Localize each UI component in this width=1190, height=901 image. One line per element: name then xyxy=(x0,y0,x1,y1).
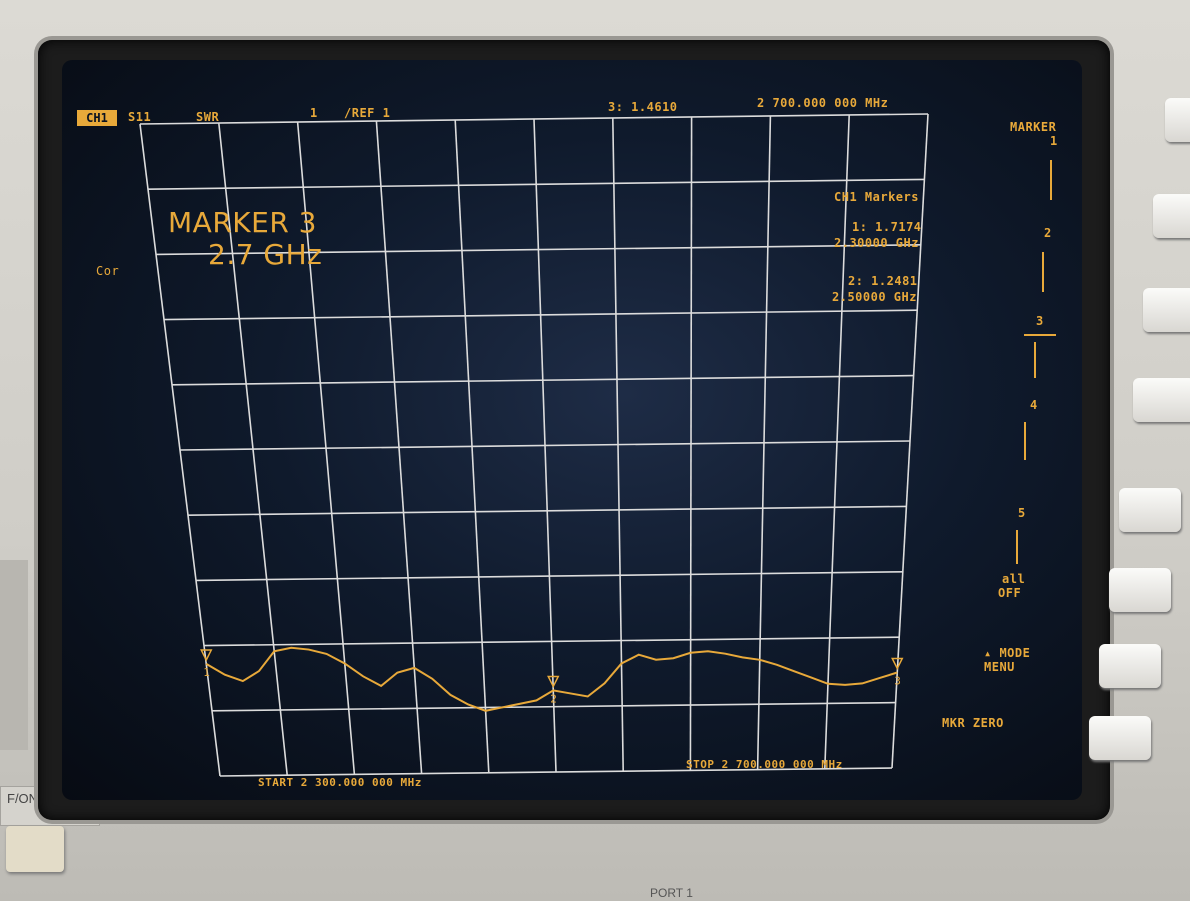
active-marker-readout: 3: 1.4610 xyxy=(608,100,678,114)
softkey-1-bar xyxy=(1050,160,1052,200)
grid-line-horizontal xyxy=(203,636,900,647)
grid-line-horizontal xyxy=(187,505,907,516)
marker2-frequency: 2.50000 GHz xyxy=(832,290,917,304)
softkey-7-button[interactable] xyxy=(1099,644,1161,688)
softkey-4-bar xyxy=(1024,422,1026,460)
graticule xyxy=(139,113,929,777)
grid-line-vertical xyxy=(689,116,693,771)
softkey-5-button[interactable] xyxy=(1119,488,1181,532)
softkey-column xyxy=(1085,70,1190,770)
grid-line-horizontal xyxy=(179,440,911,451)
grid-line-vertical xyxy=(824,114,850,769)
softkey-5-bar xyxy=(1016,530,1018,564)
start-frequency: START 2 300.000 000 MHz xyxy=(258,776,422,789)
swr-trace xyxy=(205,646,898,712)
stop-frequency: STOP 2 700.000 000 MHz xyxy=(686,758,843,771)
softkey-3-bar xyxy=(1034,342,1036,378)
softkey-6-line1[interactable]: all xyxy=(1002,572,1026,586)
marker1-value: 1: 1.7174 xyxy=(852,220,922,234)
format-label: SWR xyxy=(196,110,220,124)
grid-line-horizontal xyxy=(219,767,893,777)
grid-line-horizontal xyxy=(195,571,903,582)
softkey-1-label[interactable]: 1 xyxy=(1050,134,1058,148)
scale-label: 1 xyxy=(310,106,318,120)
marker2-value: 2: 1.2481 xyxy=(848,274,918,288)
analyzer-screen: CH1 S11 SWR 1 /REF 1 3: 1.4610 2 700.000… xyxy=(62,60,1082,800)
swr-plot: 1 2 3 xyxy=(139,113,929,777)
softkey-7-line1-text: MODE xyxy=(999,646,1031,660)
softkey-6-button[interactable] xyxy=(1109,568,1171,612)
port-label: PORT 1 xyxy=(650,886,693,900)
softkey-8-button[interactable] xyxy=(1089,716,1151,760)
marker-2-symbol xyxy=(547,675,560,689)
grid-line-horizontal xyxy=(211,701,896,712)
ref-label: /REF 1 xyxy=(344,106,391,120)
softkey-7-line2[interactable]: MENU xyxy=(984,660,1015,674)
marker-1-label: 1 xyxy=(203,666,210,679)
marker-banner-line2: 2.7 GHz xyxy=(208,238,323,271)
active-marker-frequency: 2 700.000 000 MHz xyxy=(757,96,889,110)
side-panel xyxy=(0,560,28,750)
softkey-1-button[interactable] xyxy=(1165,98,1190,142)
marker-banner-line1: MARKER 3 xyxy=(168,206,317,239)
softkey-2-label[interactable]: 2 xyxy=(1044,226,1052,240)
marker-3-symbol xyxy=(891,657,904,671)
softkey-title: MARKER xyxy=(1010,120,1057,134)
marker1-frequency: 2.30000 GHz xyxy=(834,236,919,250)
marker-group: 1 2 3 xyxy=(200,649,904,705)
softkey-2-button[interactable] xyxy=(1153,194,1190,238)
param-label: S11 xyxy=(128,110,152,124)
marker-3-label: 3 xyxy=(894,674,901,687)
softkey-5-label[interactable]: 5 xyxy=(1018,506,1026,520)
softkey-8-label[interactable]: MKR ZERO xyxy=(942,716,1004,730)
softkey-3-selected-line xyxy=(1024,334,1056,336)
softkey-4-button[interactable] xyxy=(1133,378,1190,422)
markers-panel-title: CH1 Markers xyxy=(834,190,919,204)
power-button[interactable] xyxy=(6,826,64,872)
correction-label: Cor xyxy=(96,264,120,278)
power-label-text: F/ON xyxy=(7,791,39,806)
marker-2-label: 2 xyxy=(550,692,557,705)
softkey-2-bar xyxy=(1042,252,1044,292)
softkey-7-line1[interactable]: ▴ MODE xyxy=(984,646,1031,660)
softkey-3-button[interactable] xyxy=(1143,288,1190,332)
softkey-3-label[interactable]: 3 xyxy=(1036,314,1044,328)
softkey-4-label[interactable]: 4 xyxy=(1030,398,1038,412)
marker-1-symbol xyxy=(200,649,213,662)
channel-indicator: CH1 xyxy=(77,110,117,126)
softkey-6-line2[interactable]: OFF xyxy=(998,586,1022,600)
